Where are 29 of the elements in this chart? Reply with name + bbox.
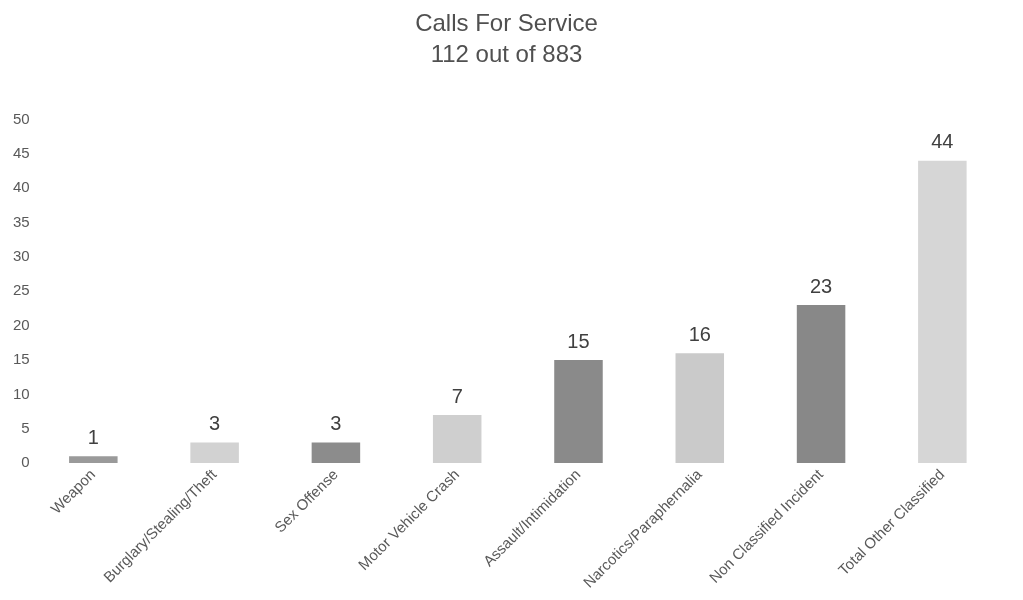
- y-tick-label: 25: [13, 281, 30, 299]
- data-label: 7: [451, 384, 463, 407]
- data-label: 23: [809, 274, 833, 297]
- y-tick-label: 0: [21, 453, 30, 471]
- y-tick-label: 15: [13, 350, 30, 368]
- y-tick-label: 50: [13, 109, 30, 127]
- data-label: 44: [931, 130, 954, 153]
- bar: [796, 305, 846, 464]
- y-tick-label: 35: [13, 212, 30, 230]
- data-label: 15: [567, 329, 590, 352]
- data-label: 16: [688, 322, 711, 345]
- y-tick-label: 10: [13, 384, 30, 402]
- bar: [918, 160, 967, 464]
- data-label: 3: [330, 411, 342, 434]
- y-tick-label: 20: [13, 315, 30, 333]
- y-tick-label: 40: [13, 178, 30, 196]
- bar: [432, 414, 482, 464]
- chart-subtitle: 112 out of 883: [430, 39, 583, 67]
- data-label: 3: [209, 411, 221, 434]
- data-label: 1: [87, 425, 99, 448]
- bar: [311, 442, 361, 464]
- bar: [69, 456, 118, 464]
- y-tick-label: 45: [13, 144, 30, 162]
- chart-title: Calls For Service: [415, 9, 598, 37]
- y-tick-label: 30: [13, 247, 30, 265]
- bar: [675, 353, 725, 464]
- bar: [554, 360, 603, 464]
- y-tick-label: 5: [21, 418, 30, 436]
- bar: [190, 442, 239, 464]
